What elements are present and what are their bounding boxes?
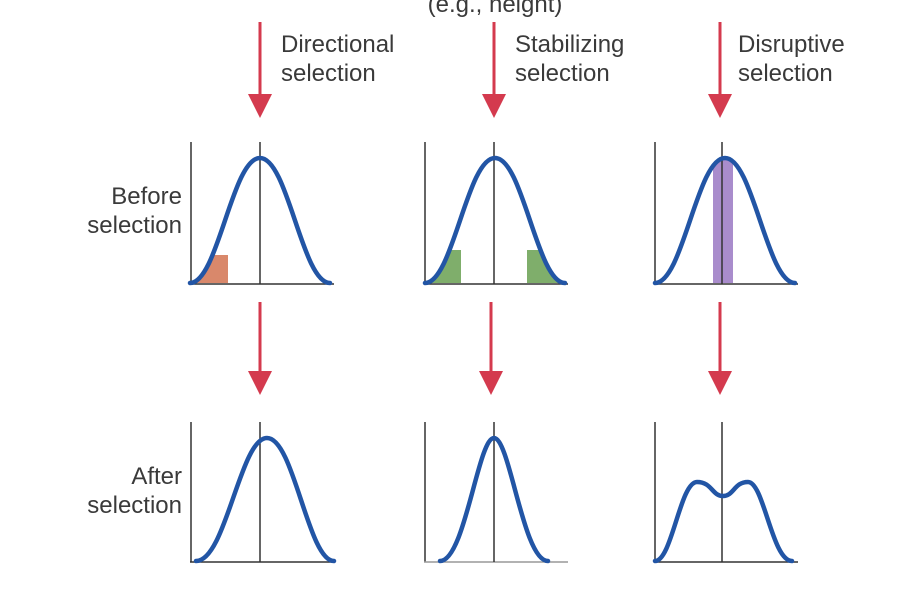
disruptive-selection-label: Disruptive selection <box>738 30 845 88</box>
before-label-line1: Before <box>111 183 182 210</box>
directional-after-graph <box>190 422 337 564</box>
distribution-curve <box>437 435 551 564</box>
directional-top-arrow <box>248 22 272 118</box>
directional-before-graph <box>187 142 334 286</box>
stabilizing-before-graph <box>422 142 568 286</box>
after-label-line2: selection <box>87 492 182 519</box>
trait-caption: (e.g., height) <box>427 0 563 18</box>
disruptive-label-line2: selection <box>738 60 833 87</box>
after-selection-label: After selection <box>22 462 182 520</box>
stabilizing-label-line2: selection <box>515 60 610 87</box>
directional-label-line1: Directional <box>281 31 395 58</box>
directional-selection-label: Directional selection <box>281 30 394 88</box>
before-selection-label: Before selection <box>22 182 182 240</box>
stabilizing-middle-arrow <box>479 302 503 395</box>
disruptive-before-graph <box>652 142 798 286</box>
distribution-curve <box>422 155 568 286</box>
stabilizing-label-line1: Stabilizing <box>515 31 625 58</box>
directional-label-line2: selection <box>281 60 376 87</box>
stabilizing-after-graph <box>424 422 568 564</box>
distribution-curve <box>193 435 337 564</box>
disruptive-label-line1: Disruptive <box>738 31 845 58</box>
disruptive-middle-arrow <box>708 302 732 395</box>
disruptive-top-arrow <box>708 22 732 118</box>
before-label-line2: selection <box>87 212 182 239</box>
after-label-line1: After <box>131 463 182 490</box>
disruptive-after-graph <box>652 422 798 564</box>
distribution-curve <box>187 155 333 286</box>
directional-middle-arrow <box>248 302 272 395</box>
distribution-curve <box>652 155 798 286</box>
stabilizing-top-arrow <box>482 22 506 118</box>
distribution-curve <box>652 479 795 564</box>
stabilizing-selection-label: Stabilizing selection <box>515 30 624 88</box>
disruptive-selected-region <box>713 158 733 283</box>
